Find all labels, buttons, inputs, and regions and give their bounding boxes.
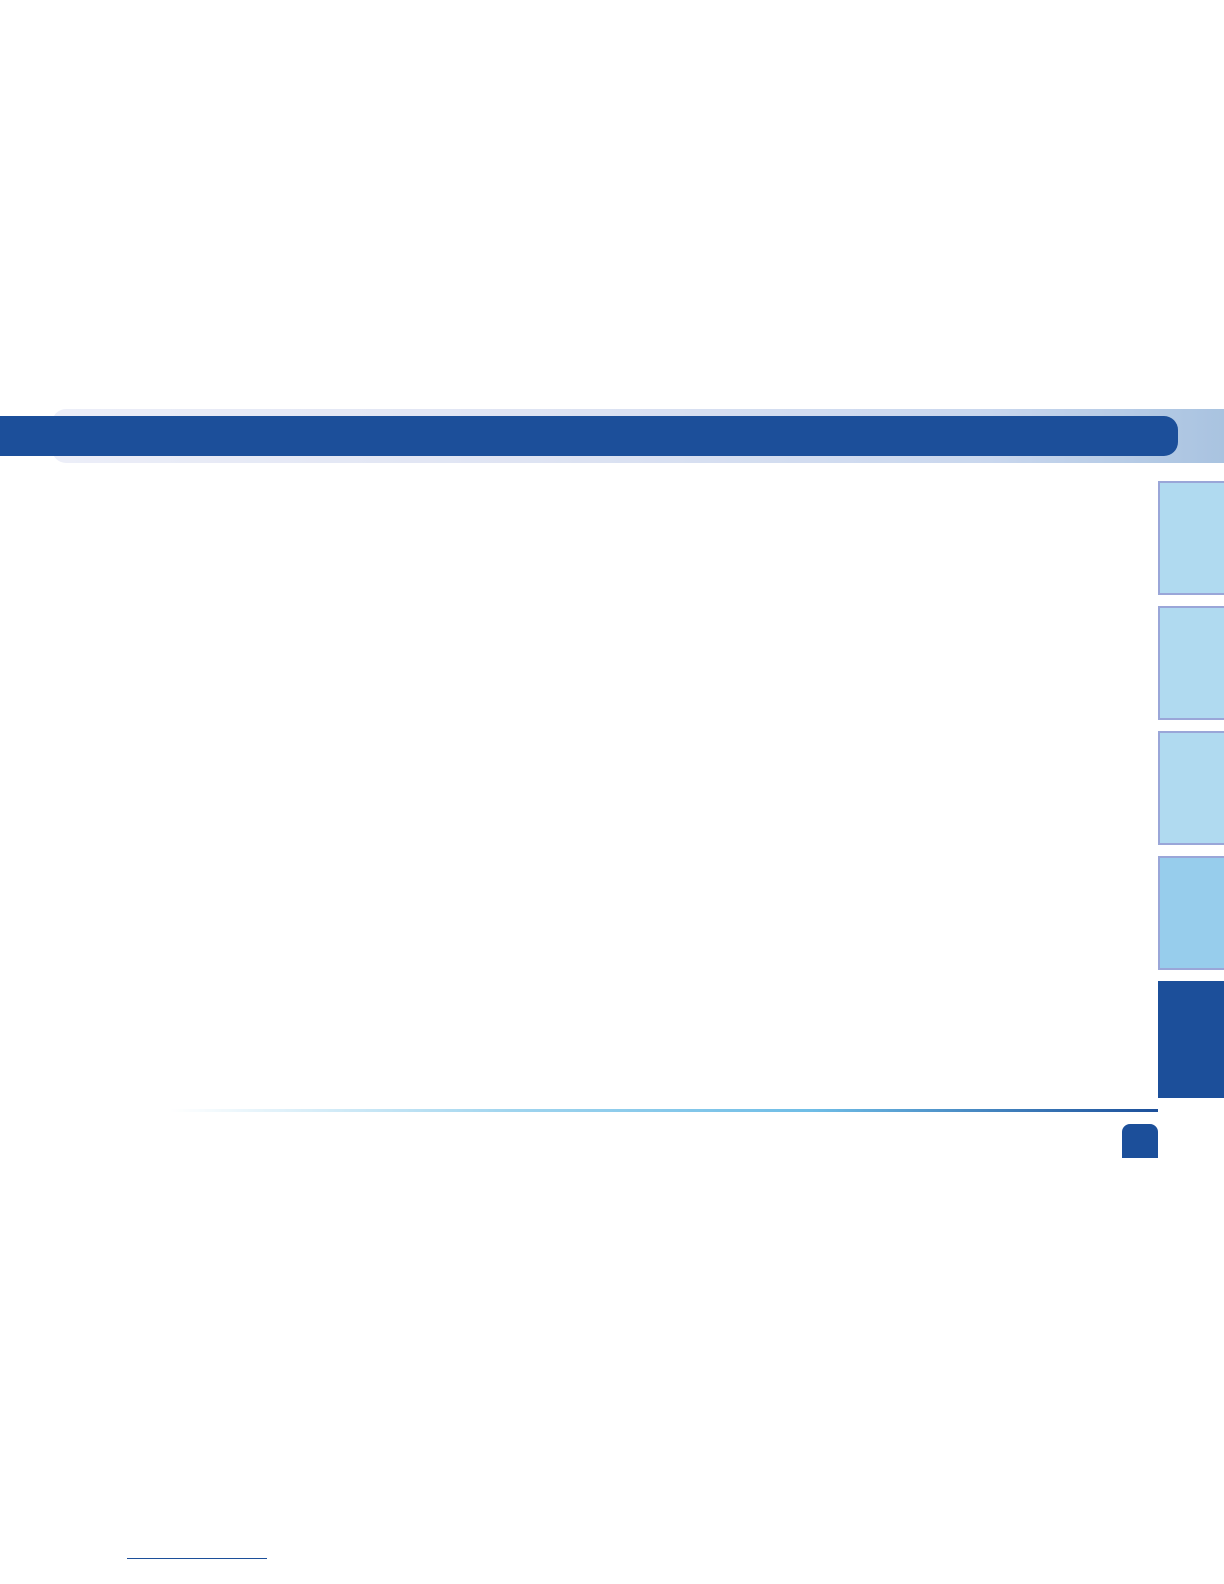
- side-tab-active[interactable]: [1158, 981, 1224, 1098]
- side-tab-3[interactable]: [1158, 731, 1224, 845]
- side-tab-2[interactable]: [1158, 606, 1224, 720]
- footer-divider: [170, 1109, 1158, 1112]
- header-bar: [0, 416, 1178, 456]
- page-number-badge: [1122, 1124, 1158, 1158]
- footnote-divider: [127, 1558, 267, 1559]
- side-tab-1[interactable]: [1158, 481, 1224, 595]
- side-tab-4[interactable]: [1158, 856, 1224, 970]
